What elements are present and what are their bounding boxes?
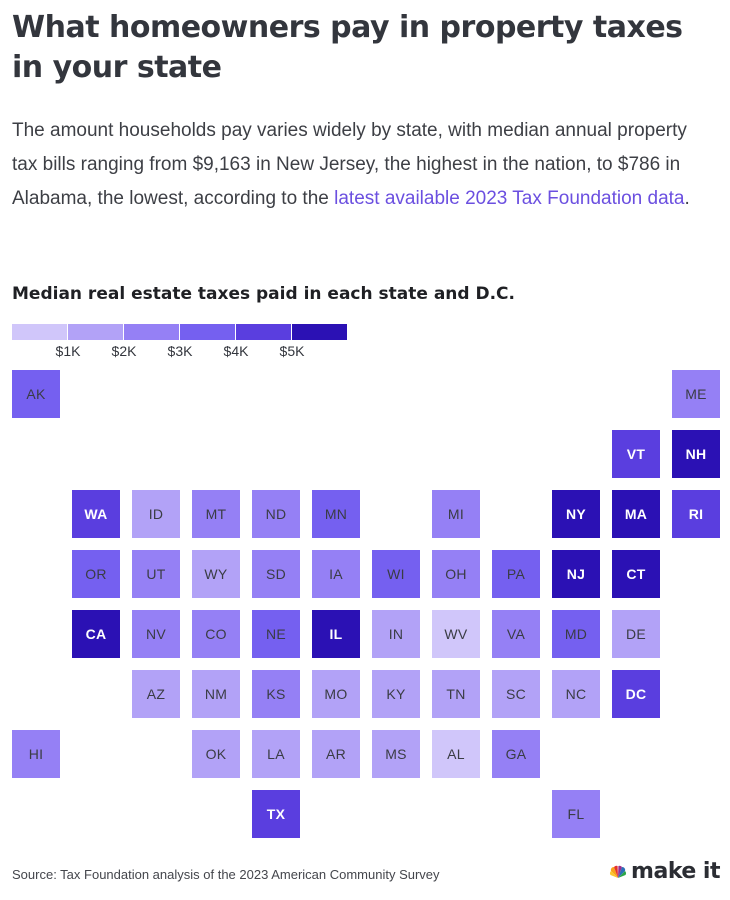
state-tile-il[interactable]: IL xyxy=(312,610,360,658)
legend-swatch xyxy=(124,324,179,340)
state-tile-fl[interactable]: FL xyxy=(552,790,600,838)
state-tile-nh[interactable]: NH xyxy=(672,430,720,478)
state-tile-va[interactable]: VA xyxy=(492,610,540,658)
color-legend: $1K $2K $3K $4K $5K xyxy=(12,324,348,364)
state-tile-id[interactable]: ID xyxy=(132,490,180,538)
state-tile-de[interactable]: DE xyxy=(612,610,660,658)
state-tile-nv[interactable]: NV xyxy=(132,610,180,658)
state-tile-sc[interactable]: SC xyxy=(492,670,540,718)
state-tile-al[interactable]: AL xyxy=(432,730,480,778)
legend-swatch xyxy=(236,324,291,340)
state-tile-ct[interactable]: CT xyxy=(612,550,660,598)
intro-text-end: . xyxy=(684,188,690,209)
state-tile-mo[interactable]: MO xyxy=(312,670,360,718)
chart-title: Median real estate taxes paid in each st… xyxy=(12,284,515,304)
state-tile-oh[interactable]: OH xyxy=(432,550,480,598)
state-tile-ne[interactable]: NE xyxy=(252,610,300,658)
state-tile-ny[interactable]: NY xyxy=(552,490,600,538)
tax-foundation-link[interactable]: latest available 2023 Tax Foundation dat… xyxy=(334,188,685,209)
brand-logo: make it xyxy=(609,859,720,884)
state-tile-in[interactable]: IN xyxy=(372,610,420,658)
state-tile-ca[interactable]: CA xyxy=(72,610,120,658)
state-tile-co[interactable]: CO xyxy=(192,610,240,658)
state-tile-tx[interactable]: TX xyxy=(252,790,300,838)
source-note: Source: Tax Foundation analysis of the 2… xyxy=(12,867,440,882)
state-tile-vt[interactable]: VT xyxy=(612,430,660,478)
brand-text: make it xyxy=(631,859,720,884)
page-title: What homeowners pay in property taxes in… xyxy=(12,10,683,85)
state-tile-sd[interactable]: SD xyxy=(252,550,300,598)
legend-label: $2K xyxy=(111,343,137,359)
state-tile-wv[interactable]: WV xyxy=(432,610,480,658)
intro-text: The amount households pay varies widely … xyxy=(12,120,687,209)
state-tile-md[interactable]: MD xyxy=(552,610,600,658)
state-tile-wa[interactable]: WA xyxy=(72,490,120,538)
state-tile-ut[interactable]: UT xyxy=(132,550,180,598)
cnbc-peacock-icon xyxy=(610,865,627,878)
state-tile-hi[interactable]: HI xyxy=(12,730,60,778)
state-tile-nj[interactable]: NJ xyxy=(552,550,600,598)
legend-swatch xyxy=(180,324,235,340)
state-tile-mn[interactable]: MN xyxy=(312,490,360,538)
state-tile-mt[interactable]: MT xyxy=(192,490,240,538)
state-tile-az[interactable]: AZ xyxy=(132,670,180,718)
state-tile-la[interactable]: LA xyxy=(252,730,300,778)
state-tile-ri[interactable]: RI xyxy=(672,490,720,538)
state-tile-nc[interactable]: NC xyxy=(552,670,600,718)
legend-swatch xyxy=(12,324,67,340)
state-tile-dc[interactable]: DC xyxy=(612,670,660,718)
state-tile-ga[interactable]: GA xyxy=(492,730,540,778)
state-tile-ok[interactable]: OK xyxy=(192,730,240,778)
state-tile-me[interactable]: ME xyxy=(672,370,720,418)
state-tile-nd[interactable]: ND xyxy=(252,490,300,538)
state-tile-ar[interactable]: AR xyxy=(312,730,360,778)
state-tile-ky[interactable]: KY xyxy=(372,670,420,718)
state-tile-mi[interactable]: MI xyxy=(432,490,480,538)
state-tile-wi[interactable]: WI xyxy=(372,550,420,598)
state-tile-wy[interactable]: WY xyxy=(192,550,240,598)
state-tile-ia[interactable]: IA xyxy=(312,550,360,598)
intro-paragraph: The amount households pay varies widely … xyxy=(12,114,712,216)
state-tile-ms[interactable]: MS xyxy=(372,730,420,778)
state-tile-or[interactable]: OR xyxy=(72,550,120,598)
state-tile-tn[interactable]: TN xyxy=(432,670,480,718)
state-tile-pa[interactable]: PA xyxy=(492,550,540,598)
legend-label: $1K xyxy=(55,343,81,359)
legend-label: $5K xyxy=(279,343,305,359)
legend-label: $4K xyxy=(223,343,249,359)
legend-swatch xyxy=(292,324,347,340)
state-tile-ak[interactable]: AK xyxy=(12,370,60,418)
state-tile-ks[interactable]: KS xyxy=(252,670,300,718)
state-tile-ma[interactable]: MA xyxy=(612,490,660,538)
legend-swatch xyxy=(68,324,123,340)
state-tile-nm[interactable]: NM xyxy=(192,670,240,718)
legend-label: $3K xyxy=(167,343,193,359)
